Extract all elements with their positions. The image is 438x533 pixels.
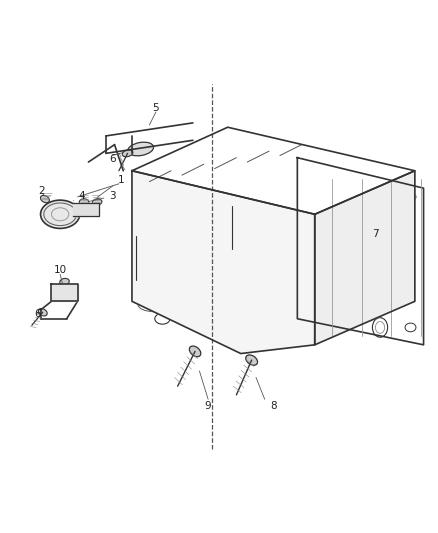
Ellipse shape xyxy=(40,195,49,203)
Text: 7: 7 xyxy=(372,229,379,239)
Ellipse shape xyxy=(60,278,69,285)
Ellipse shape xyxy=(92,199,102,205)
Polygon shape xyxy=(132,171,315,353)
Polygon shape xyxy=(51,284,78,301)
Text: 10: 10 xyxy=(53,265,67,275)
Text: 2: 2 xyxy=(39,186,45,196)
Text: 9: 9 xyxy=(205,401,212,411)
Ellipse shape xyxy=(41,200,80,229)
Text: 1: 1 xyxy=(97,174,125,197)
Ellipse shape xyxy=(122,150,133,157)
Ellipse shape xyxy=(79,199,89,205)
Text: 8: 8 xyxy=(270,401,277,411)
Text: 3: 3 xyxy=(89,191,116,201)
Ellipse shape xyxy=(189,346,201,357)
Polygon shape xyxy=(315,171,415,345)
Polygon shape xyxy=(297,158,424,345)
Text: 4: 4 xyxy=(74,191,85,201)
Ellipse shape xyxy=(246,355,258,365)
Polygon shape xyxy=(73,204,99,216)
Text: 6: 6 xyxy=(34,309,40,319)
Text: 5: 5 xyxy=(152,103,159,112)
Text: 6: 6 xyxy=(109,154,116,164)
Ellipse shape xyxy=(38,309,47,316)
Ellipse shape xyxy=(128,142,154,156)
Polygon shape xyxy=(132,127,415,214)
